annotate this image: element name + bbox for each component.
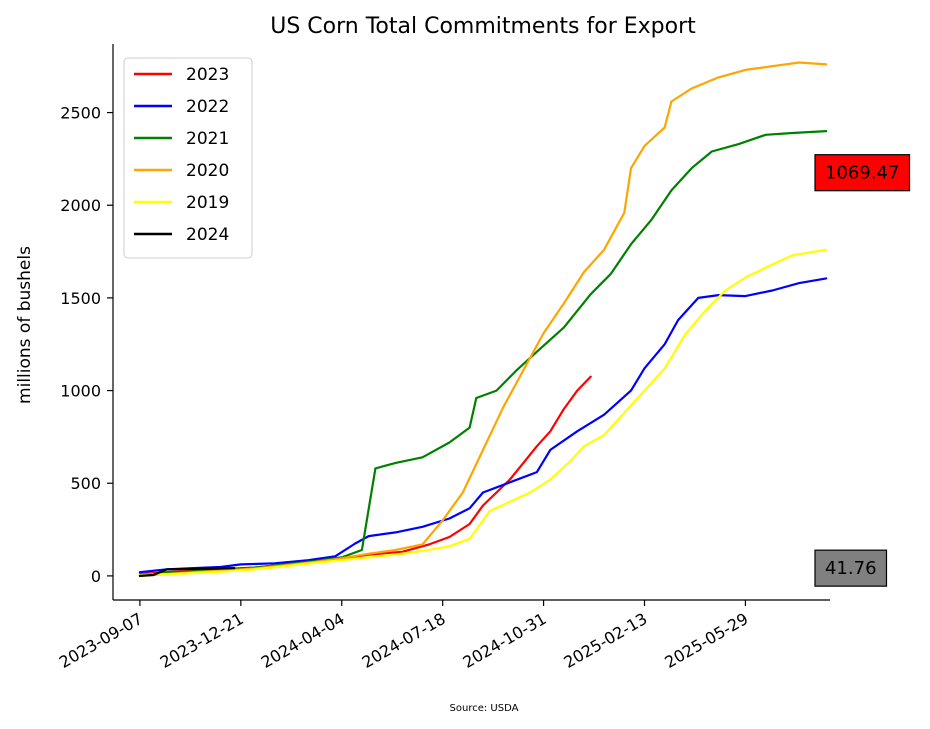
legend-label-2023: 2023	[186, 65, 229, 85]
y-tick-label: 1500	[60, 289, 101, 308]
y-tick-label: 2000	[60, 196, 101, 215]
chart-title: US Corn Total Commitments for Export	[270, 14, 696, 39]
callout-box	[814, 549, 888, 587]
legend-label-2020: 2020	[186, 161, 229, 181]
callout-1: 41.76	[814, 549, 888, 587]
legend-label-2021: 2021	[186, 129, 229, 149]
callout-0: 1069.47	[814, 154, 911, 192]
y-tick-label: 0	[91, 567, 101, 586]
y-tick-label: 1000	[60, 382, 101, 401]
series-line-2024	[138, 566, 236, 578]
series-lines	[138, 61, 828, 578]
value-callouts: 1069.47 41.76	[814, 154, 911, 587]
legend-label-2019: 2019	[186, 193, 229, 213]
legend-frame	[123, 57, 253, 259]
callout-box	[814, 154, 911, 192]
y-tick-label: 2500	[60, 104, 101, 123]
callout-label: 41.76	[825, 558, 877, 579]
series-line-2019	[138, 248, 828, 577]
legend-label-2024: 2024	[186, 225, 229, 245]
y-axis-label: millions of bushels	[15, 246, 35, 404]
source-note: Source: USDA	[450, 703, 519, 714]
y-tick-label: 500	[70, 474, 101, 493]
callout-label: 1069.47	[825, 163, 899, 184]
legend-label-2022: 2022	[186, 97, 229, 117]
series-line-2022	[138, 277, 828, 574]
legend: 2023 2022 2021 2020 2019 2024	[123, 57, 253, 259]
